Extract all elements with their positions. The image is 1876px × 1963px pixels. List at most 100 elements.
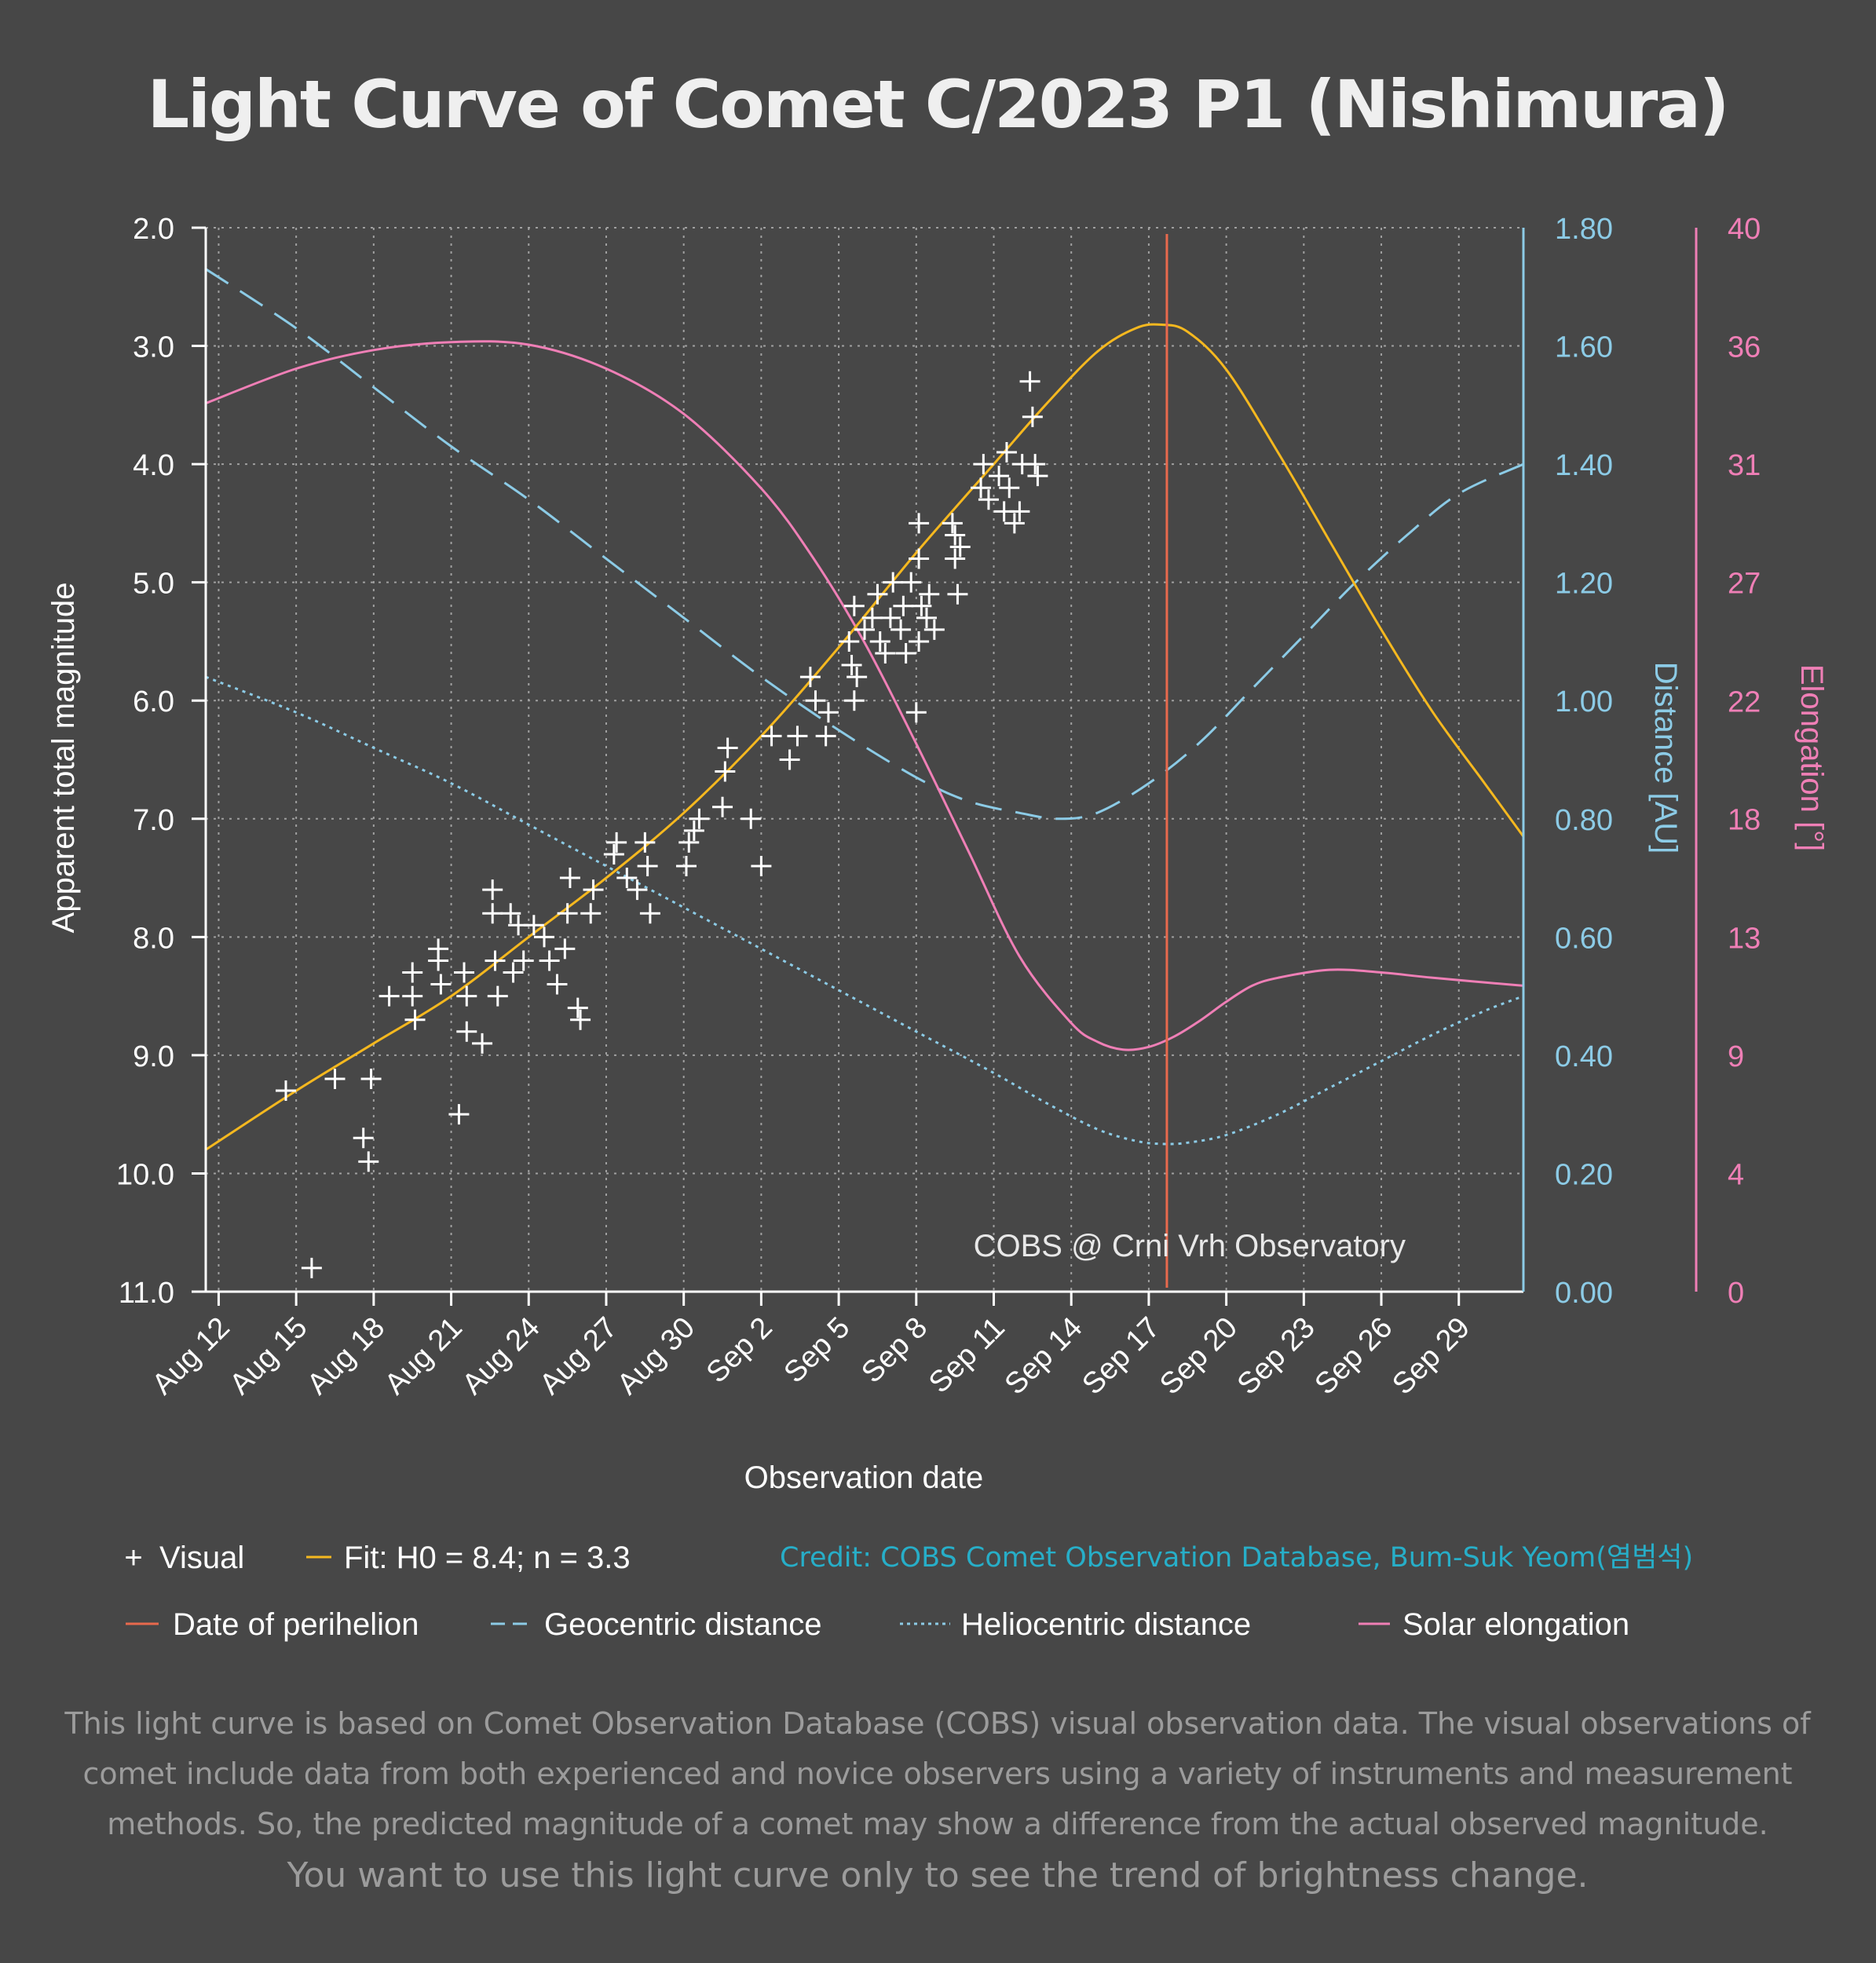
visual-point-102 [1027, 466, 1048, 487]
visual-point-6 [378, 985, 400, 1007]
visual-point-3 [353, 1128, 374, 1149]
visual-point-23 [503, 962, 524, 983]
y-tick-label-5: 7.0 [133, 804, 174, 837]
legend-fit-label: Fit: H0 = 8.4; n = 3.3 [344, 1541, 631, 1575]
visual-point-26 [523, 915, 544, 936]
visual-point-90 [973, 454, 994, 475]
visual-point-64 [847, 667, 868, 688]
visual-point-36 [583, 879, 604, 901]
visual-point-29 [547, 974, 568, 995]
elongation-tick-label-2: 9 [1728, 1040, 1744, 1073]
credit-text: Credit: COBS Comet Observation Database,… [780, 1542, 1693, 1574]
visual-point-71 [883, 572, 904, 593]
visual-point-68 [869, 631, 890, 652]
visual-point-56 [799, 667, 821, 688]
visual-observations [275, 371, 1048, 1278]
visual-point-97 [1009, 501, 1030, 522]
visual-point-75 [901, 572, 922, 593]
y-tick-label-0: 2.0 [133, 213, 174, 246]
distance-axis-ticks: 0.00 0.20 0.40 0.60 0.80 1.00 1.20 1.40 1.60 1.80 [1555, 213, 1613, 1310]
visual-point-45 [678, 832, 700, 853]
elongation-tick-label-6: 27 [1728, 568, 1761, 601]
visual-point-44 [675, 856, 697, 876]
visual-point-50 [717, 737, 738, 759]
visual-point-37 [603, 843, 624, 865]
visual-point-69 [875, 643, 896, 663]
visual-point-14 [454, 962, 475, 983]
elongation-axis-ticks: 0 4 9 13 18 22 27 31 36 40 [1728, 213, 1761, 1310]
visual-point-7 [402, 962, 423, 983]
visual-point-49 [715, 761, 736, 782]
visual-point-101 [1025, 454, 1046, 475]
visual-point-20 [485, 950, 506, 971]
visual-point-91 [978, 489, 999, 510]
distance-tick-label-9: 1.80 [1555, 213, 1613, 246]
visual-point-82 [919, 583, 940, 605]
visual-point-27 [534, 927, 555, 948]
visual-point-61 [841, 655, 862, 676]
visual-point-46 [683, 820, 704, 841]
y-tick-label-2: 4.0 [133, 449, 174, 482]
distance-tick-label-0: 0.00 [1555, 1277, 1613, 1310]
visual-point-92 [989, 466, 1010, 487]
footnote-line-3: methods. So, the predicted magnitude of … [107, 1807, 1768, 1841]
visual-point-78 [909, 548, 930, 569]
visual-point-30 [554, 938, 576, 960]
distance-tick-label-1: 0.20 [1555, 1158, 1613, 1191]
visual-point-84 [942, 513, 963, 534]
visual-point-42 [637, 856, 658, 876]
visual-point-33 [567, 997, 588, 1018]
visual-point-77 [909, 631, 930, 652]
visual-point-13 [448, 1104, 470, 1125]
y-tick-label-7: 9.0 [133, 1040, 174, 1073]
visual-point-34 [570, 1009, 591, 1030]
visual-point-54 [779, 749, 800, 770]
visual-point-74 [895, 643, 916, 663]
visual-point-9 [404, 1009, 426, 1030]
elongation-axis-label: Elongation [°] [1794, 664, 1829, 851]
distance-tick-label-6: 1.20 [1555, 568, 1613, 601]
visual-point-48 [712, 796, 733, 817]
y-tick-label-8: 10.0 [116, 1158, 174, 1191]
visual-point-60 [839, 631, 860, 652]
distance-tick-label-2: 0.40 [1555, 1040, 1613, 1073]
visual-point-1 [301, 1257, 322, 1278]
elongation-tick-label-3: 13 [1728, 922, 1761, 955]
visual-point-43 [639, 903, 660, 924]
footnote-line-1: This light curve is based on Comet Obser… [64, 1706, 1812, 1741]
visual-point-21 [487, 985, 508, 1007]
visual-point-32 [559, 868, 580, 889]
y-tick-label-1: 3.0 [133, 331, 174, 364]
visual-point-53 [761, 726, 782, 747]
visual-point-28 [539, 950, 560, 971]
visual-point-85 [945, 525, 966, 546]
y-tick-label-3: 5.0 [133, 568, 174, 601]
visual-point-18 [482, 879, 503, 901]
visual-point-72 [890, 619, 912, 640]
observatory-annotation: COBS @ Crni Vrh Observatory [974, 1229, 1406, 1263]
visual-point-95 [999, 477, 1020, 499]
visual-point-96 [1004, 513, 1025, 534]
elongation-tick-label-0: 0 [1728, 1277, 1744, 1310]
solar-elongation-line [205, 340, 1524, 1051]
footnote-line-2: comet include data from both experienced… [82, 1756, 1792, 1791]
footnote: This light curve is based on Comet Obser… [64, 1706, 1812, 1895]
visual-point-100 [1022, 406, 1043, 427]
visual-point-86 [945, 548, 966, 569]
visual-point-15 [456, 985, 477, 1007]
visual-point-63 [843, 595, 865, 616]
visual-point-80 [911, 595, 932, 616]
visual-point-87 [947, 583, 968, 605]
visual-point-19 [482, 903, 503, 924]
visual-point-81 [916, 607, 937, 628]
distance-tick-label-7: 1.40 [1555, 449, 1613, 482]
elongation-tick-label-8: 36 [1728, 331, 1761, 364]
elongation-tick-label-9: 40 [1728, 213, 1761, 246]
visual-point-5 [360, 1069, 382, 1089]
visual-point-47 [689, 808, 710, 829]
visual-point-40 [627, 879, 648, 901]
y-axis-ticks: 2.0 3.0 4.0 5.0 6.0 7.0 8.0 9.0 10.0 11.0 [116, 213, 206, 1310]
visual-point-2 [324, 1069, 346, 1089]
x-axis-label: Observation date [744, 1460, 984, 1495]
distance-tick-label-8: 1.60 [1555, 331, 1613, 364]
